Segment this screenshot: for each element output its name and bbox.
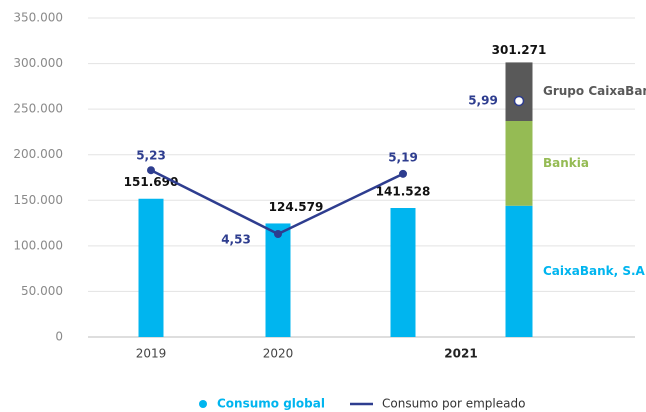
stack-segment xyxy=(505,62,533,121)
legend-label: Consumo por empleado xyxy=(382,397,525,411)
line-label: 5,23 xyxy=(136,149,166,163)
y-tick-label: 300.000 xyxy=(13,56,63,70)
value-label: 124.579 xyxy=(269,200,324,214)
bar xyxy=(265,223,291,337)
line-point xyxy=(274,230,282,239)
y-tick-label: 200.000 xyxy=(13,147,63,161)
value-label: 151.690 xyxy=(124,175,179,189)
line-label: 4,53 xyxy=(221,233,251,247)
point-2021 xyxy=(513,95,525,107)
y-tick-label: 100.000 xyxy=(13,238,63,252)
legend-label: Consumo global xyxy=(217,397,325,411)
segment-label: Bankia xyxy=(543,156,589,170)
bar xyxy=(390,208,416,337)
y-tick-label: 50.000 xyxy=(21,284,63,298)
group-label: 2021 xyxy=(444,347,477,361)
y-tick-label: 0 xyxy=(55,330,63,344)
point-2021-label: 5,99 xyxy=(468,93,498,107)
value-label: 141.528 xyxy=(376,185,431,199)
line-point xyxy=(399,169,407,178)
bar xyxy=(138,198,164,337)
y-tick-label: 150.000 xyxy=(13,193,63,207)
legend-dot xyxy=(199,400,207,408)
stack-segment xyxy=(505,205,533,337)
x-tick-label: 2019 xyxy=(136,347,167,361)
x-tick-label: 2020 xyxy=(263,347,294,361)
line-point xyxy=(147,166,155,175)
segment-label: Grupo CaixaBank xyxy=(543,84,646,98)
y-tick-label: 350.000 xyxy=(13,11,63,25)
y-tick-label: 250.000 xyxy=(13,102,63,116)
stack-segment xyxy=(505,120,533,206)
segment-label: CaixaBank, S.A. xyxy=(543,264,646,278)
total-label: 301.271 xyxy=(492,43,547,57)
line-label: 5,19 xyxy=(388,150,418,164)
